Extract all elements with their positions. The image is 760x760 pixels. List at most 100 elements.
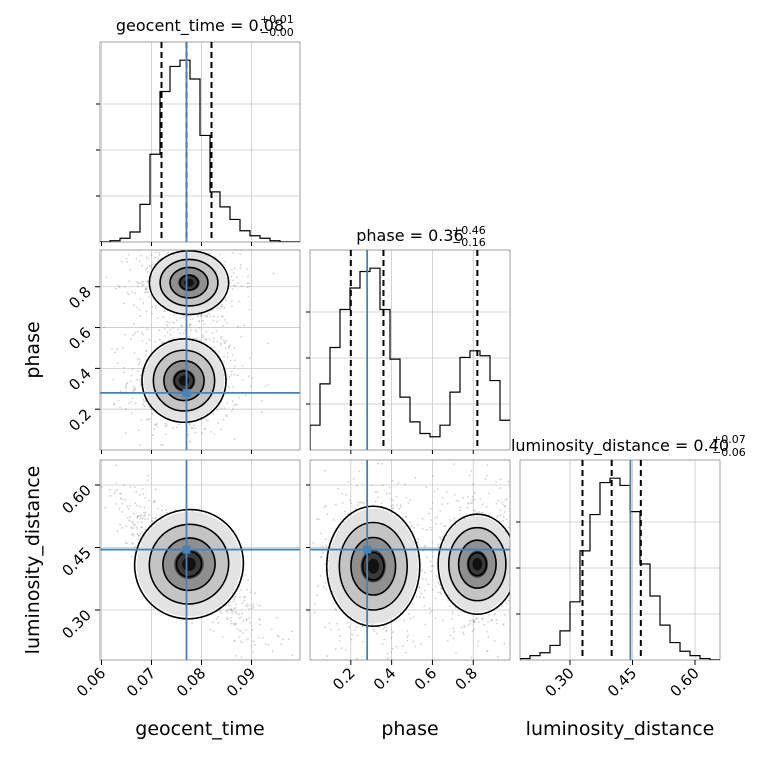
sample-point bbox=[128, 280, 131, 283]
hist-bars-phase bbox=[310, 267, 510, 450]
sample-point bbox=[264, 643, 267, 646]
sample-point bbox=[179, 332, 182, 335]
sample-point bbox=[487, 492, 490, 495]
sample-point bbox=[245, 629, 247, 631]
sample-point bbox=[420, 592, 422, 595]
xlabel-phase: phase bbox=[381, 718, 438, 740]
sample-point bbox=[362, 640, 364, 643]
sample-point bbox=[140, 418, 143, 421]
sample-point bbox=[499, 509, 502, 512]
sample-point bbox=[223, 341, 226, 344]
sample-point bbox=[432, 555, 434, 558]
sample-point bbox=[125, 385, 127, 388]
density-level bbox=[178, 375, 190, 386]
sample-point bbox=[486, 464, 488, 467]
title-luminosity-distance: luminosity_distance = 0.40 bbox=[511, 436, 729, 456]
sample-point bbox=[404, 483, 407, 486]
sample-point bbox=[504, 504, 507, 507]
sample-point bbox=[127, 253, 130, 256]
sample-point bbox=[122, 346, 124, 349]
sample-point bbox=[446, 502, 449, 505]
sample-point bbox=[503, 642, 506, 645]
sample-point bbox=[334, 608, 337, 611]
sample-point bbox=[511, 509, 513, 511]
sample-point bbox=[412, 640, 414, 643]
title-geocent-time: geocent_time = 0.08 bbox=[116, 16, 284, 36]
sample-point bbox=[325, 588, 328, 590]
sample-point bbox=[239, 629, 242, 632]
sample-point bbox=[399, 612, 402, 614]
sample-point bbox=[105, 276, 108, 279]
sample-point bbox=[137, 515, 140, 518]
sample-point bbox=[242, 632, 244, 634]
sample-point bbox=[232, 251, 234, 254]
sample-point bbox=[401, 645, 404, 647]
sample-point bbox=[496, 622, 499, 625]
sample-point bbox=[188, 326, 191, 328]
sample-point bbox=[208, 312, 210, 315]
sample-point bbox=[228, 345, 231, 348]
sample-point bbox=[282, 638, 284, 641]
sample-point bbox=[425, 486, 428, 488]
sample-point bbox=[463, 624, 466, 627]
sample-point bbox=[429, 611, 431, 614]
x-tick-label-luminosity_distance: 0.30 bbox=[541, 664, 577, 700]
sample-point bbox=[436, 488, 439, 491]
sample-point bbox=[177, 328, 180, 331]
sample-point bbox=[234, 611, 237, 614]
sample-point bbox=[214, 349, 217, 352]
sample-point bbox=[351, 633, 354, 636]
sample-point bbox=[240, 285, 243, 288]
panel-luminosity_distance-vs-phase bbox=[303, 460, 519, 660]
sample-point bbox=[199, 313, 202, 316]
sample-point bbox=[468, 474, 471, 477]
sample-point bbox=[356, 504, 359, 507]
sample-point bbox=[441, 503, 444, 506]
sample-point bbox=[252, 651, 254, 653]
sample-point bbox=[147, 518, 149, 521]
sample-point bbox=[473, 492, 476, 494]
sample-point bbox=[424, 589, 426, 592]
sample-point bbox=[452, 637, 455, 640]
sample-point bbox=[237, 325, 240, 328]
sample-point bbox=[223, 407, 226, 410]
sample-point bbox=[409, 617, 412, 620]
sample-point bbox=[191, 510, 194, 513]
sample-point bbox=[517, 630, 519, 632]
sample-point bbox=[340, 647, 343, 649]
sample-point bbox=[432, 588, 434, 591]
sample-point bbox=[238, 629, 241, 632]
sample-point bbox=[371, 623, 374, 626]
sample-point bbox=[201, 336, 204, 338]
sample-point bbox=[415, 595, 418, 598]
sample-point bbox=[472, 621, 475, 624]
sample-point bbox=[243, 596, 246, 599]
sample-point bbox=[437, 577, 439, 580]
sample-point bbox=[490, 619, 493, 622]
sample-point bbox=[485, 506, 488, 508]
sample-point bbox=[139, 517, 142, 520]
sample-point bbox=[303, 591, 305, 593]
sample-point bbox=[271, 650, 274, 653]
sample-point bbox=[191, 621, 194, 624]
sample-point bbox=[146, 287, 148, 290]
sample-point bbox=[212, 630, 215, 633]
sample-point bbox=[143, 515, 145, 517]
sample-point bbox=[513, 632, 515, 634]
sample-point bbox=[133, 352, 136, 355]
sample-point bbox=[188, 248, 190, 250]
sample-point bbox=[221, 324, 224, 327]
sample-point bbox=[226, 611, 228, 613]
sample-point bbox=[377, 496, 379, 499]
sample-point bbox=[495, 480, 497, 483]
sample-point bbox=[144, 354, 147, 356]
sample-point bbox=[484, 478, 487, 480]
sample-point bbox=[490, 618, 493, 621]
sample-point bbox=[246, 275, 249, 278]
sample-point bbox=[391, 479, 394, 482]
sample-point bbox=[221, 636, 224, 638]
sample-point bbox=[163, 310, 166, 312]
sample-point bbox=[202, 334, 204, 337]
sample-point bbox=[133, 304, 135, 307]
sample-point bbox=[224, 260, 227, 263]
